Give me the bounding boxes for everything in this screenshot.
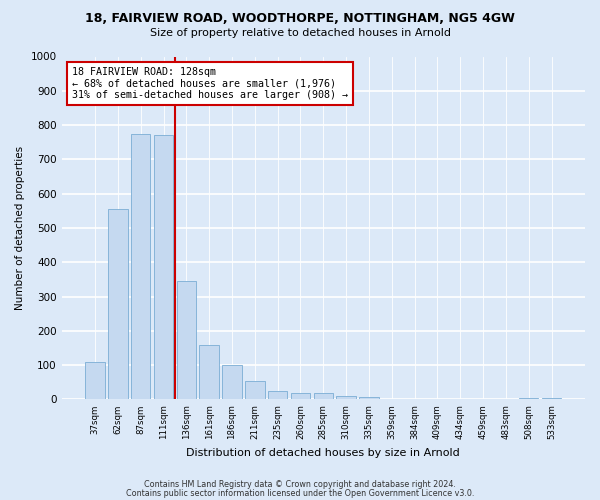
Bar: [222, 365, 242, 400]
Bar: [542, 398, 561, 400]
Bar: [519, 398, 538, 400]
Text: Size of property relative to detached houses in Arnold: Size of property relative to detached ho…: [149, 28, 451, 38]
Bar: [85, 362, 105, 400]
Bar: [291, 392, 310, 400]
Text: Contains public sector information licensed under the Open Government Licence v3: Contains public sector information licen…: [126, 488, 474, 498]
Bar: [245, 380, 265, 400]
Bar: [199, 344, 219, 400]
X-axis label: Distribution of detached houses by size in Arnold: Distribution of detached houses by size …: [187, 448, 460, 458]
Text: 18 FAIRVIEW ROAD: 128sqm
← 68% of detached houses are smaller (1,976)
31% of sem: 18 FAIRVIEW ROAD: 128sqm ← 68% of detach…: [72, 67, 348, 100]
Bar: [268, 391, 287, 400]
Bar: [176, 281, 196, 400]
Bar: [337, 396, 356, 400]
Y-axis label: Number of detached properties: Number of detached properties: [15, 146, 25, 310]
Bar: [154, 136, 173, 400]
Bar: [359, 396, 379, 400]
Bar: [108, 209, 128, 400]
Text: 18, FAIRVIEW ROAD, WOODTHORPE, NOTTINGHAM, NG5 4GW: 18, FAIRVIEW ROAD, WOODTHORPE, NOTTINGHA…: [85, 12, 515, 26]
Bar: [131, 134, 151, 400]
Text: Contains HM Land Registry data © Crown copyright and database right 2024.: Contains HM Land Registry data © Crown c…: [144, 480, 456, 489]
Bar: [314, 394, 333, 400]
